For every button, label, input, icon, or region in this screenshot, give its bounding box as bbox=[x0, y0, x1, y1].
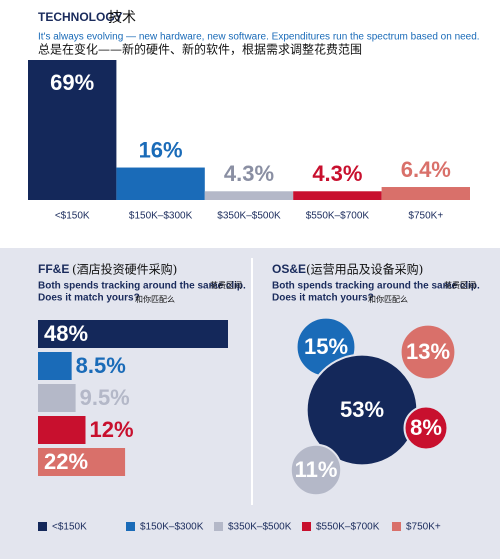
value-label: 13% bbox=[406, 339, 450, 364]
ffe-title: FF&E bbox=[38, 262, 69, 276]
x-tick-label: $150K–$300K bbox=[129, 211, 193, 222]
legend-label: $550K–$700K bbox=[316, 522, 380, 533]
bar bbox=[204, 191, 294, 200]
value-label: 48% bbox=[44, 321, 88, 346]
legend-swatch bbox=[214, 522, 223, 531]
legend-swatch bbox=[392, 522, 401, 531]
ose-subtitle2: Does it match yours? bbox=[272, 293, 374, 304]
value-label: 9.5% bbox=[80, 385, 130, 410]
value-label: 69% bbox=[50, 70, 94, 95]
x-tick-label: <$150K bbox=[55, 211, 90, 222]
bar bbox=[293, 191, 382, 200]
ose-title: OS&E bbox=[272, 262, 306, 276]
value-label: 22% bbox=[44, 449, 88, 474]
bar bbox=[38, 384, 76, 412]
bubble bbox=[399, 323, 457, 381]
bar bbox=[116, 167, 205, 200]
value-label: 8.5% bbox=[76, 353, 126, 378]
value-label: 11% bbox=[295, 457, 338, 482]
bar bbox=[28, 60, 117, 200]
bar bbox=[38, 448, 126, 476]
subtitle: It's always evolving — new hardware, new… bbox=[38, 32, 480, 43]
legend-swatch bbox=[126, 522, 135, 531]
bubble bbox=[403, 405, 449, 451]
legend-label: $150K–$300K bbox=[140, 522, 204, 533]
ffe-subtitle-zh: 花费区间 bbox=[210, 280, 242, 290]
ose-subtitle-zh: 花费区间 bbox=[444, 280, 476, 290]
ose-subtitle2-zh: 和你匹配么 bbox=[368, 294, 408, 304]
bar bbox=[38, 320, 228, 348]
x-tick-label: $350K–$500K bbox=[217, 211, 281, 222]
value-label: 12% bbox=[90, 417, 134, 442]
value-label: 4.3% bbox=[312, 161, 362, 186]
ffe-title-zh: (酒店投资硬件采购) bbox=[72, 262, 177, 277]
value-label: 16% bbox=[139, 137, 183, 162]
x-tick-label: $550K–$700K bbox=[306, 211, 370, 222]
bar bbox=[381, 187, 470, 200]
ose-subtitle: Both spends tracking around the same cli… bbox=[272, 281, 480, 292]
bar bbox=[38, 416, 86, 444]
ffe-subtitle: Both spends tracking around the same cli… bbox=[38, 281, 246, 292]
title-zh: 技术 bbox=[108, 10, 136, 26]
legend-swatch bbox=[38, 522, 47, 531]
value-label: 4.3% bbox=[224, 161, 274, 186]
legend-label: $350K–$500K bbox=[228, 522, 292, 533]
subtitle-zh: 总是在变化——新的硬件、新的软件，根据需求调整花费范围 bbox=[38, 42, 362, 57]
legend-label: <$150K bbox=[52, 522, 87, 533]
ffe-subtitle2-zh: 和你匹配么 bbox=[135, 294, 175, 304]
value-label: 6.4% bbox=[401, 157, 451, 182]
value-label: 53% bbox=[340, 397, 384, 422]
title: TECHNOLOGY bbox=[38, 10, 123, 24]
value-label: 15% bbox=[304, 334, 348, 359]
bar bbox=[38, 352, 72, 380]
ffe-subtitle2: Does it match yours? bbox=[38, 293, 140, 304]
ose-title-zh: (运营用品及设备采购) bbox=[306, 262, 423, 277]
value-label: 8% bbox=[410, 415, 442, 440]
legend-swatch bbox=[302, 522, 311, 531]
legend-label: $750K+ bbox=[406, 522, 441, 533]
bubble bbox=[289, 443, 343, 497]
x-tick-label: $750K+ bbox=[408, 211, 443, 222]
